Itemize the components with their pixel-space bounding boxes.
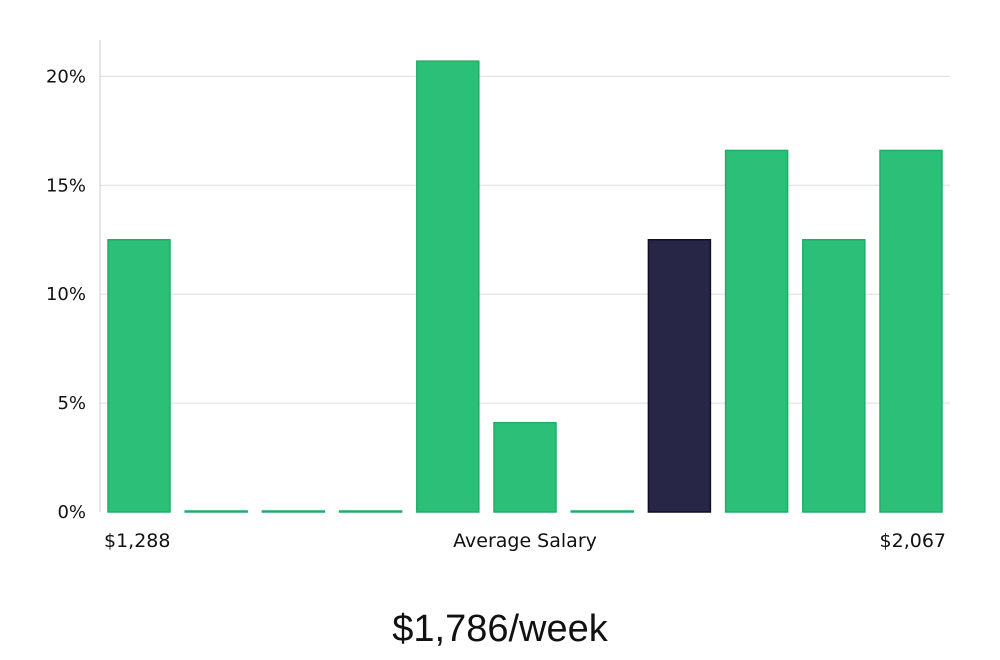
average-salary-headline: $1,786/week bbox=[392, 608, 608, 650]
salary-bar bbox=[107, 239, 171, 513]
x-min-label: $1,288 bbox=[104, 530, 170, 552]
y-tick-label: 10% bbox=[46, 284, 86, 305]
salary-bar bbox=[724, 149, 789, 513]
salary-bar bbox=[416, 60, 480, 513]
y-tick-labels: 0% 5% 10% 15% 20% bbox=[46, 66, 86, 523]
salary-bar bbox=[570, 510, 634, 513]
x-axis-title: Average Salary bbox=[453, 530, 597, 552]
salary-bar bbox=[493, 421, 557, 513]
y-tick-label: 15% bbox=[46, 175, 86, 196]
salary-bar bbox=[802, 239, 866, 513]
salary-bar bbox=[338, 510, 403, 513]
x-max-label: $2,067 bbox=[880, 530, 946, 552]
bars-layer bbox=[107, 60, 943, 513]
y-tick-label: 20% bbox=[46, 66, 86, 87]
y-tick-label: 5% bbox=[57, 393, 86, 414]
y-tick-label: 0% bbox=[57, 502, 86, 523]
highlighted-salary-bar bbox=[647, 239, 712, 513]
salary-bar bbox=[261, 510, 326, 513]
salary-bar bbox=[879, 149, 943, 513]
salary-bar bbox=[184, 510, 248, 513]
